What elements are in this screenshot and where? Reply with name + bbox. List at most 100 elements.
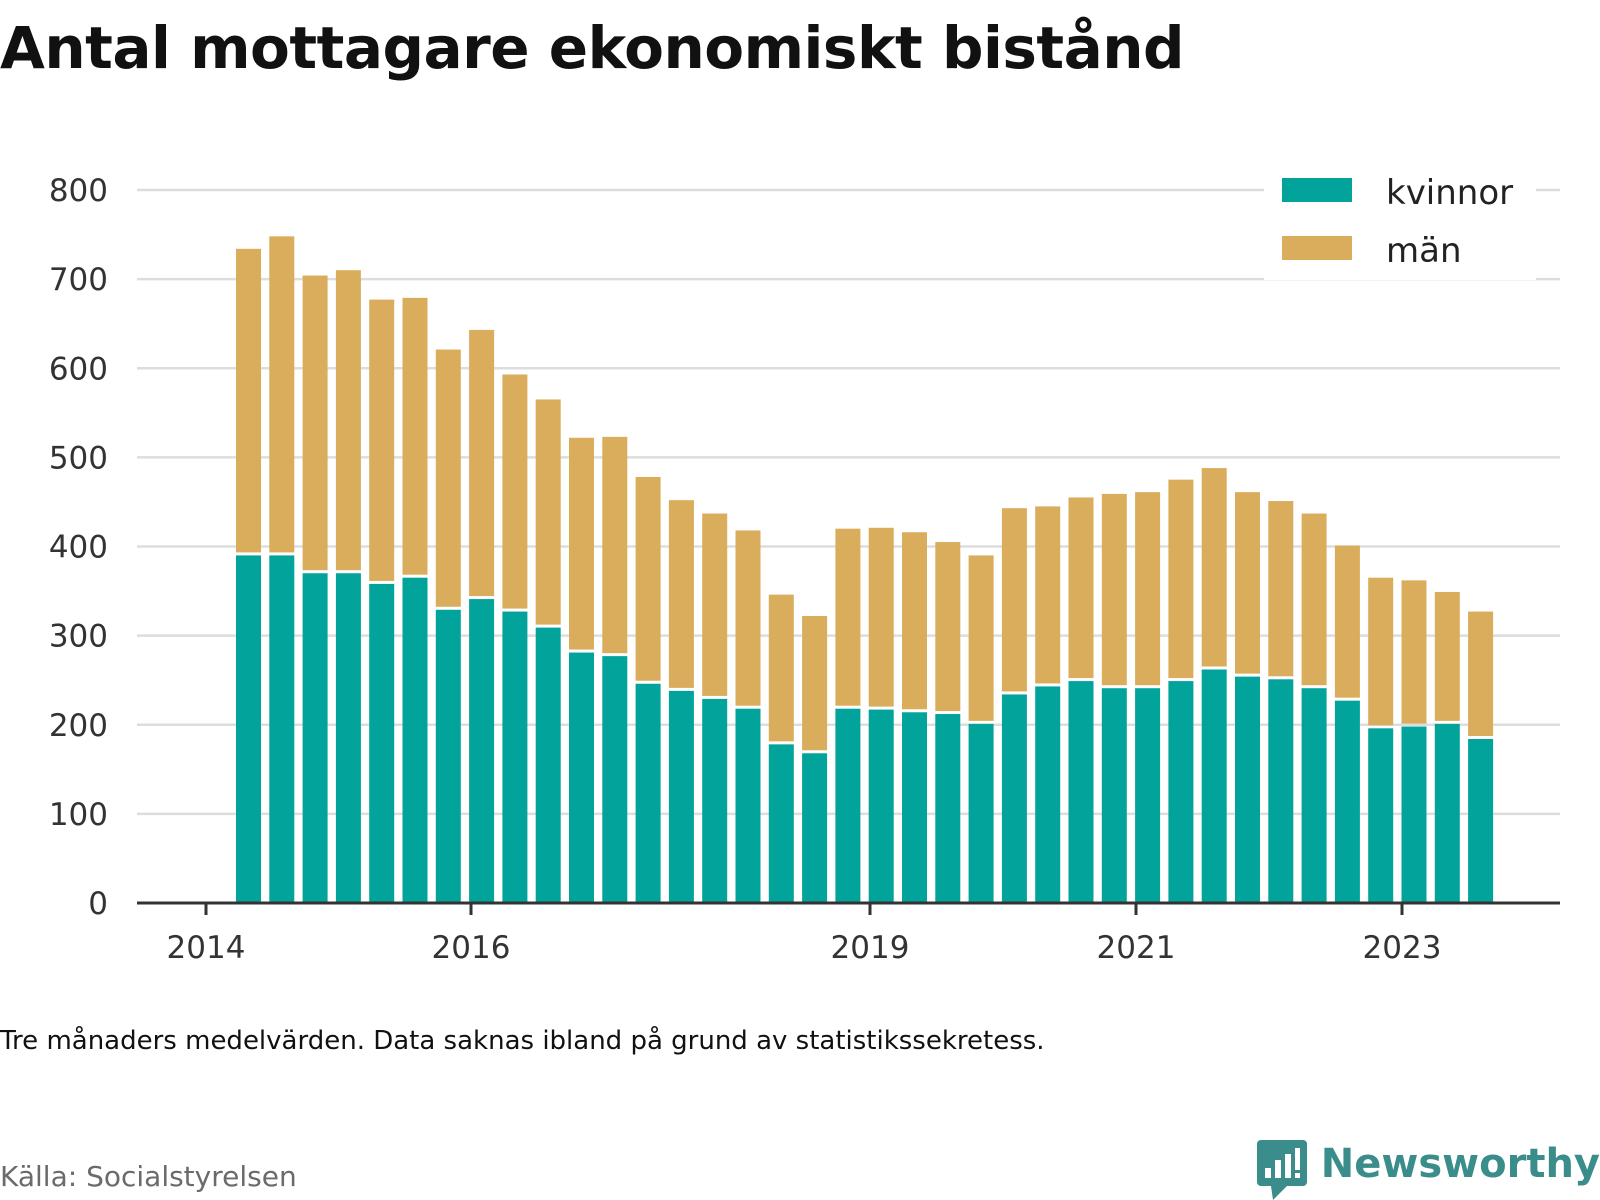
bar-kvinnor [569,652,594,903]
bar-man [635,476,661,681]
bar-man [1334,545,1360,698]
bar-kvinnor [502,611,528,903]
bar-kvinnor [602,656,628,903]
bar-kvinnor [868,709,894,903]
bar-man [668,500,694,688]
bar-man [236,248,261,553]
y-tick-label: 800 [49,173,108,209]
y-axis-ticks: 0 100 200 300 400 500 600 700 800 [49,173,108,922]
bar-man [1068,497,1094,679]
y-tick-label: 700 [49,262,108,298]
brand-name: Newsworthy [1320,1141,1600,1187]
bar-kvinnor [1401,726,1427,903]
legend-swatch-man [1282,236,1352,260]
x-axis: 2014 2016 2019 2021 2023 [137,901,1560,966]
bar-kvinnor [1001,694,1027,903]
bar-kvinnor [469,599,495,903]
bar-man [502,374,528,609]
bar-man [435,349,461,607]
bar-kvinnor [402,577,428,903]
bar-kvinnor [1201,669,1227,903]
bar-man [1035,506,1061,684]
bar-man [802,616,828,751]
bar-kvinnor [535,627,561,903]
bar-kvinnor [835,708,861,903]
bar-kvinnor [802,753,828,903]
bar-kvinnor [902,712,927,903]
x-tick-label: 2014 [167,930,246,966]
bar-kvinnor [1468,739,1494,903]
y-tick-label: 100 [49,797,108,833]
bar-man [902,532,927,710]
x-tick-label: 2019 [831,930,910,966]
legend: kvinnor män [1264,168,1536,280]
bar-kvinnor [369,583,395,903]
bar-man [369,299,395,581]
bar-kvinnor [236,555,261,903]
bar-kvinnor [269,555,295,903]
bar-man [402,297,428,575]
y-tick-label: 600 [49,351,108,387]
bar-man [1101,493,1127,686]
bar-man [1201,468,1227,667]
bar-man [968,555,994,721]
bar-man [269,236,295,553]
y-tick-label: 200 [49,708,108,744]
bar-man [735,530,761,706]
bar-man [1268,501,1294,677]
bar-kvinnor [1068,681,1094,903]
x-tick-label: 2021 [1097,930,1176,966]
bar-man [602,436,628,654]
bar-kvinnor [1135,688,1161,903]
x-tick-label: 2023 [1363,930,1442,966]
bar-man [335,270,361,571]
bar-man [569,437,594,650]
bar-kvinnor [768,744,794,903]
brand-logo[interactable]: Newsworthy [1256,1140,1600,1200]
bar-kvinnor [1235,676,1260,903]
bar-man [835,528,861,706]
bar-kvinnor [435,609,461,903]
bar-man [1368,577,1394,726]
bar-kvinnor [1334,700,1360,903]
bar-kvinnor [935,714,961,903]
bar-kvinnor [1035,686,1061,903]
bars [236,236,1494,903]
newsworthy-logo-icon [1256,1140,1307,1200]
bar-kvinnor [335,573,361,903]
bar-man [868,527,894,707]
bar-man [1168,479,1194,679]
y-tick-label: 0 [88,886,108,922]
bar-man [1401,580,1427,724]
bar-kvinnor [1301,688,1327,903]
bar-kvinnor [302,573,328,903]
chart-note: Tre månaders medelvärden. Data saknas ib… [0,1026,1045,1056]
legend-swatch-kvinnor [1282,178,1352,202]
bar-man [535,399,561,625]
bar-man [1001,508,1027,692]
bar-man [702,513,728,696]
y-tick-label: 500 [49,440,108,476]
bar-man [302,275,328,571]
legend-label-kvinnor: kvinnor [1386,173,1513,213]
bar-kvinnor [968,723,994,903]
bar-kvinnor [1434,723,1460,903]
legend-label-man: män [1386,231,1462,271]
bar-kvinnor [1101,688,1127,903]
bar-man [1135,492,1161,686]
bar-kvinnor [635,683,661,903]
bar-kvinnor [1368,728,1394,903]
bar-kvinnor [1268,679,1294,903]
bar-kvinnor [735,708,761,903]
bar-man [935,542,961,712]
bar-man [469,329,495,597]
y-tick-label: 400 [49,530,108,566]
source-text: Källa: Socialstyrelsen [0,1160,297,1193]
bar-man [768,594,794,742]
bar-kvinnor [668,690,694,903]
bar-man [1468,611,1494,737]
chart-title: Antal mottagare ekonomiskt bistånd [0,14,1185,82]
bar-man [1434,591,1460,721]
bar-man [1301,513,1327,686]
